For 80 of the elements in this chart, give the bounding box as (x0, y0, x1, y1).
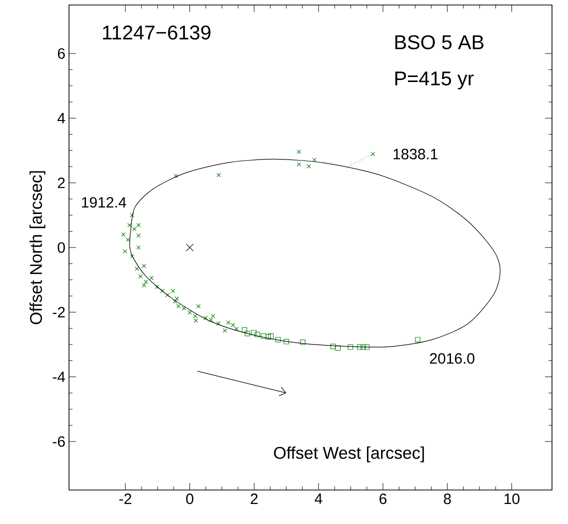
point (186, 244, 194, 252)
x-tick-label: 10 (504, 494, 520, 504)
point (234, 326, 239, 332)
point (230, 322, 236, 328)
point (364, 344, 370, 350)
point (182, 306, 186, 310)
point (176, 304, 181, 308)
point (284, 338, 290, 344)
x-tick-label: 8 (444, 494, 451, 504)
y-tick-label: 4 (58, 113, 66, 124)
point (132, 226, 137, 232)
point (136, 245, 141, 250)
point (144, 280, 148, 284)
point (138, 274, 143, 278)
point (136, 233, 141, 238)
point (193, 314, 198, 318)
point (136, 223, 141, 228)
point (130, 254, 134, 258)
x-tick-label: 2 (250, 494, 258, 504)
y-tick-label: -2 (52, 306, 65, 318)
point (142, 283, 146, 288)
point (348, 344, 354, 350)
point (208, 318, 214, 322)
point (194, 318, 198, 323)
point (296, 150, 302, 154)
point (415, 336, 420, 342)
y-axis-title: Offset North [arcsec] (30, 171, 46, 324)
y-tick-label: -6 (52, 436, 65, 447)
annotation: BSO 5 AB (395, 35, 484, 50)
point (121, 232, 126, 237)
point (300, 340, 306, 345)
point (127, 223, 132, 228)
point (296, 162, 302, 167)
point (122, 249, 128, 254)
point (357, 344, 362, 350)
point (126, 238, 130, 242)
point (130, 213, 134, 218)
point (203, 316, 208, 320)
point (222, 328, 227, 333)
point (170, 288, 176, 293)
point (242, 327, 248, 333)
x-tick-label: 4 (314, 494, 322, 504)
point (260, 333, 266, 339)
x-tick-label: 6 (380, 494, 386, 504)
point (196, 304, 201, 308)
point (360, 344, 366, 350)
point (275, 336, 281, 342)
point (330, 344, 336, 350)
y-tick-label: 6 (58, 48, 65, 59)
annotation: 1912.4 (82, 197, 126, 208)
x-tick-label: -2 (119, 494, 132, 504)
point (142, 264, 146, 268)
x-axis-title: Offset West [arcsec] (274, 446, 424, 462)
point (254, 332, 260, 338)
point (174, 296, 180, 301)
x-tick-label: 0 (186, 494, 194, 504)
point (149, 276, 154, 280)
point (216, 172, 221, 178)
y-tick-label: -4 (52, 372, 66, 382)
point (188, 310, 192, 315)
point (210, 314, 216, 318)
y-tick-label: 0 (58, 242, 65, 253)
point (312, 158, 317, 162)
point (244, 330, 250, 336)
point (335, 345, 341, 351)
text: 11247−6139 (103, 26, 210, 40)
point (306, 164, 312, 168)
point (172, 299, 178, 304)
annotation: 2016.0 (430, 353, 474, 364)
point (251, 330, 257, 336)
point (266, 334, 272, 340)
annotation: P=415 yr (395, 72, 474, 90)
y-tick-label: 2 (58, 178, 65, 188)
annotation: 1838.1 (394, 148, 438, 160)
point (370, 152, 376, 156)
point (174, 174, 178, 178)
point (216, 321, 221, 326)
point (226, 320, 231, 325)
point (134, 266, 140, 271)
point (268, 333, 274, 339)
